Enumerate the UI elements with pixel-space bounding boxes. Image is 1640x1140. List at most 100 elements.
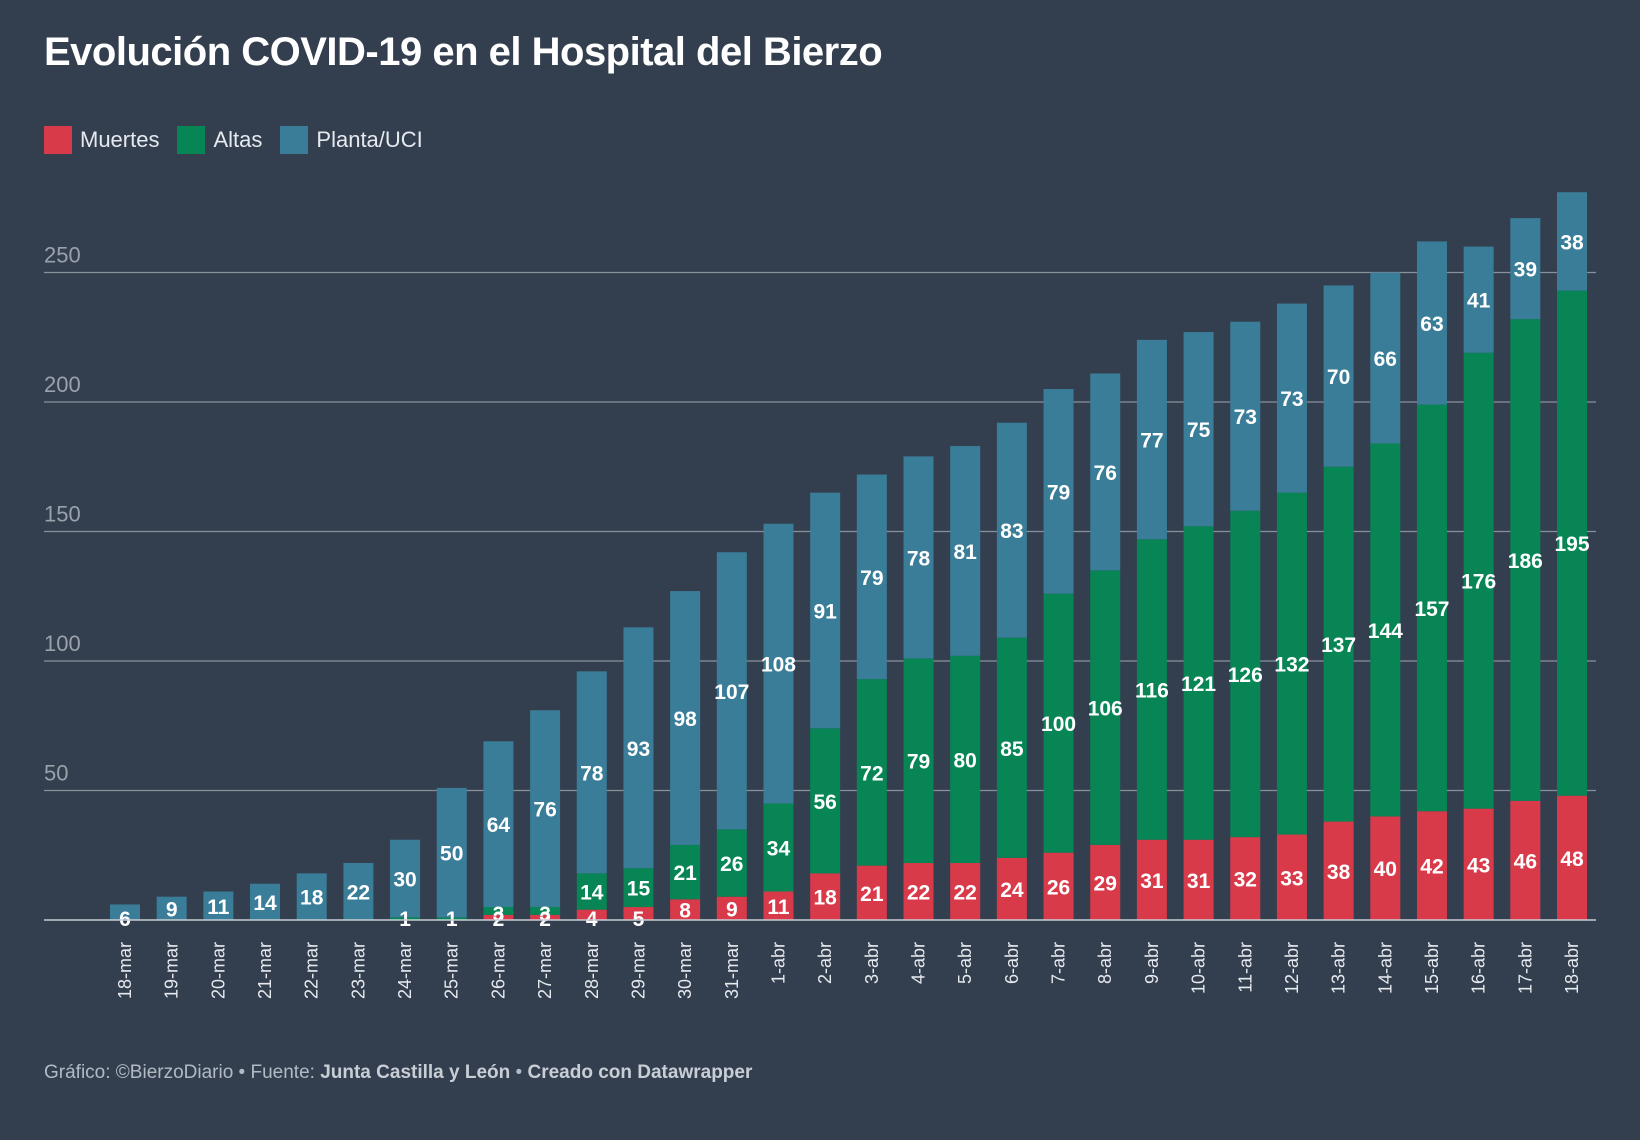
bar-planta-uci-8-abr [1090,373,1121,571]
x-tick-label-20-mar: 20-mar [208,942,228,999]
data-label-planta-uci-21-mar: 14 [253,892,277,915]
data-label-planta-uci-25-mar: 50 [440,843,463,866]
bar-planta-uci-31-mar [716,552,747,830]
data-label-muertes-16-abr: 43 [1467,854,1490,877]
bar-muertes-30-mar [670,899,701,920]
bar-planta-uci-13-abr [1323,285,1354,467]
x-tick-label-2-abr: 2-abr [815,942,835,984]
bar-altas-27-mar [530,907,561,915]
data-label-planta-uci-9-abr: 77 [1140,430,1163,453]
x-tick-label-15-abr: 15-abr [1422,942,1442,994]
bar-muertes-5-abr [950,863,981,920]
data-label-planta-uci-29-mar: 93 [627,738,650,761]
footer-prefix: Gráfico: ©BierzoDiario • Fuente: [44,1062,321,1083]
bar-altas-26-mar [483,907,514,915]
bar-planta-uci-5-abr [950,446,981,656]
x-tick-label-18-abr: 18-abr [1562,942,1582,994]
bar-planta-uci-11-abr [1230,321,1261,511]
data-label-altas-17-abr: 186 [1508,550,1543,573]
data-label-altas-31-mar: 26 [720,853,743,876]
footer-source: Junta Castilla y León [320,1062,511,1083]
bar-altas-8-abr [1090,570,1121,845]
data-label-planta-uci-30-mar: 98 [673,708,697,731]
bar-muertes-28-mar [576,909,607,920]
bar-muertes-10-abr [1183,839,1214,920]
data-label-planta-uci-6-abr: 83 [1000,520,1023,543]
data-label-altas-8-abr: 106 [1088,698,1123,721]
bar-planta-uci-29-mar [623,627,654,869]
bar-muertes-14-abr [1370,816,1401,920]
data-label-altas-14-abr: 144 [1368,620,1403,643]
data-label-muertes-14-abr: 40 [1374,858,1397,881]
x-tick-label-1-abr: 1-abr [768,942,788,984]
x-tick-label-22-mar: 22-mar [302,942,322,999]
x-tick-label-5-abr: 5-abr [955,942,975,984]
bar-muertes-12-abr [1276,834,1307,920]
data-label-altas-12-abr: 132 [1274,654,1309,677]
data-label-planta-uci-1-abr: 108 [761,654,796,677]
bar-altas-24-mar [390,917,421,920]
x-tick-label-9-abr: 9-abr [1142,942,1162,984]
data-label-altas-2-abr: 56 [813,791,836,814]
data-label-muertes-1-abr: 11 [767,896,790,919]
bar-muertes-15-abr [1416,811,1447,920]
data-label-planta-uci-4-abr: 78 [907,547,931,570]
bar-altas-17-abr [1510,319,1541,801]
x-tick-label-31-mar: 31-mar [722,942,742,999]
bar-muertes-4-abr [903,863,934,920]
bar-planta-uci-25-mar [436,787,467,918]
bar-planta-uci-2-abr [810,492,841,729]
data-label-altas-5-abr: 80 [954,749,977,772]
data-label-altas-27-mar: 3 [539,903,551,926]
data-label-muertes-3-abr: 21 [860,883,884,906]
data-label-altas-30-mar: 21 [673,862,697,885]
bar-planta-uci-26-mar [483,741,514,908]
y-tick-label-100: 100 [44,631,81,656]
data-label-muertes-9-abr: 31 [1140,870,1164,893]
bar-planta-uci-3-abr [856,474,887,680]
bar-planta-uci-14-abr [1370,272,1401,444]
bar-planta-uci-15-abr [1416,241,1447,405]
x-tick-label-7-abr: 7-abr [1049,942,1069,984]
bar-muertes-8-abr [1090,844,1121,920]
bar-altas-6-abr [996,637,1027,858]
bar-altas-30-mar [670,844,701,900]
y-tick-label-250: 250 [44,243,81,268]
data-label-planta-uci-27-mar: 76 [533,799,556,822]
x-tick-label-26-mar: 26-mar [488,942,508,999]
data-label-altas-15-abr: 157 [1414,598,1449,621]
data-label-altas-29-mar: 15 [627,878,651,901]
x-tick-label-30-mar: 30-mar [675,942,695,999]
legend-swatch-altas [177,126,206,154]
bar-planta-uci-1-abr [763,523,794,804]
data-label-altas-26-mar: 3 [493,903,505,926]
x-tick-label-27-mar: 27-mar [535,942,555,999]
bar-planta-uci-10-abr [1183,332,1214,527]
bar-planta-uci-24-mar [390,839,421,918]
data-label-muertes-30-mar: 8 [679,900,691,923]
bar-planta-uci-19-mar [156,896,187,920]
data-label-planta-uci-12-abr: 73 [1280,388,1303,411]
x-tick-label-17-abr: 17-abr [1515,942,1535,994]
bar-altas-13-abr [1323,466,1354,822]
footer-created-with: Creado con Datawrapper [527,1062,753,1083]
x-tick-label-29-mar: 29-mar [628,942,648,999]
data-label-planta-uci-19-mar: 9 [166,898,178,921]
footer-credits: Gráfico: ©BierzoDiario • Fuente: Junta C… [44,1062,752,1084]
bar-planta-uci-6-abr [996,422,1027,638]
y-tick-label-50: 50 [44,761,68,786]
bar-altas-29-mar [623,868,654,908]
data-label-planta-uci-31-mar: 107 [714,681,749,704]
data-label-muertes-2-abr: 18 [813,887,837,910]
data-label-planta-uci-17-abr: 39 [1514,259,1537,282]
bar-altas-31-mar [716,829,747,897]
x-tick-label-23-mar: 23-mar [348,942,368,999]
data-label-altas-13-abr: 137 [1321,634,1356,657]
data-label-planta-uci-15-abr: 63 [1420,313,1443,336]
data-label-planta-uci-23-mar: 22 [347,882,370,905]
x-tick-label-10-abr: 10-abr [1189,942,1209,994]
legend-item-planta-uci: Planta/UCI [280,126,423,154]
data-label-muertes-13-abr: 38 [1327,861,1351,884]
x-tick-label-16-abr: 16-abr [1469,942,1489,994]
bar-planta-uci-4-abr [903,456,934,659]
